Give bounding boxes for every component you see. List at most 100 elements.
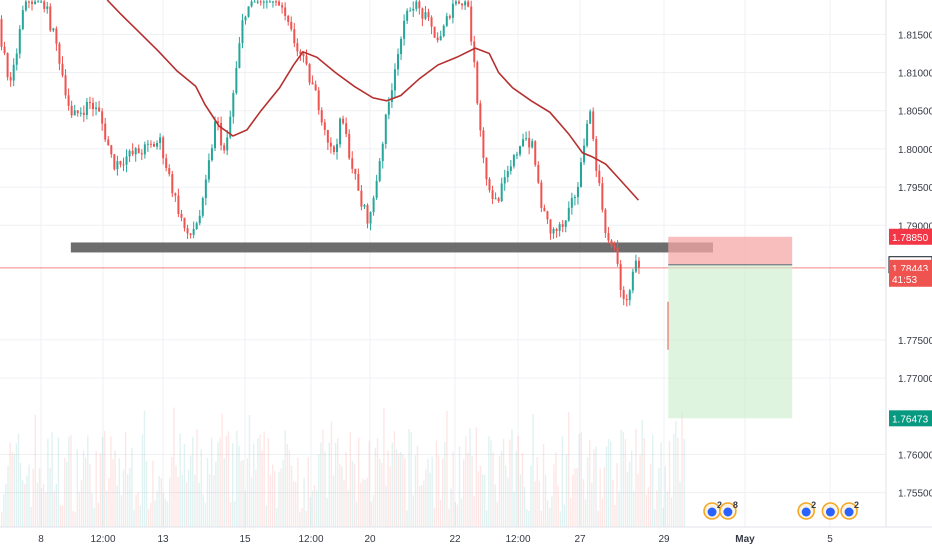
moving-average-line [106, 0, 639, 201]
volume-bar [584, 499, 587, 527]
candle-body [314, 84, 317, 91]
volume-bar [61, 505, 64, 527]
volume-bar [572, 474, 574, 527]
event-markers[interactable]: 2 8 2 2 [703, 500, 859, 520]
candle-body [85, 102, 88, 115]
volume-bar [551, 496, 553, 527]
volume-bar [582, 479, 585, 527]
time-axis-tick-label: 22 [449, 534, 461, 545]
candle-body [281, 5, 284, 8]
volume-bar [40, 487, 43, 527]
volume-bar [647, 487, 650, 527]
volume-bars [1, 407, 685, 527]
volume-bar [353, 463, 356, 527]
volume-bar [162, 492, 165, 527]
volume-bar [383, 407, 385, 527]
candle-body [177, 195, 180, 214]
candle-body [299, 51, 302, 55]
candle-body [58, 43, 61, 64]
candle-body [183, 217, 186, 229]
volume-bar [36, 482, 39, 527]
candle-body [238, 43, 241, 68]
volume-bar [80, 480, 83, 527]
volume-bar [492, 452, 494, 527]
volume-bar [64, 458, 66, 527]
volume-bar [446, 410, 448, 527]
volume-bar [418, 486, 421, 527]
candle-body [531, 141, 534, 148]
volume-bar [374, 447, 377, 527]
volume-bar [143, 410, 146, 527]
price-axis[interactable]: 1.81500 1.81000 1.80500 1.80000 1.79500 1.790… [898, 30, 932, 499]
volume-bar [500, 451, 503, 527]
volume-bar [286, 443, 288, 527]
candle-body [491, 190, 494, 199]
volume-bar [376, 438, 379, 527]
candle-body [290, 21, 293, 30]
volume-bar [192, 436, 194, 527]
candle-body [98, 107, 101, 112]
volume-bar [158, 476, 160, 527]
volume-bar [295, 481, 297, 527]
candle-body [214, 121, 216, 149]
candle-body [461, 3, 464, 6]
event-flag-icon [844, 507, 854, 517]
event-flag-icon [723, 507, 733, 517]
support-zone-rectangle[interactable] [70, 242, 713, 253]
candle-body [351, 158, 354, 169]
candle-body [592, 111, 595, 140]
candle-body [397, 54, 399, 70]
volume-bar [412, 495, 414, 527]
moving-average-series [106, 0, 639, 201]
candle-body [40, 1, 43, 3]
candle-body [323, 122, 326, 130]
volume-bar [68, 436, 70, 527]
volume-bar [133, 509, 135, 527]
volume-bar [635, 428, 637, 527]
volume-bar [156, 491, 158, 527]
candle-body [570, 198, 573, 208]
candle-body [549, 219, 552, 234]
candle-body [275, 1, 277, 3]
volume-bar [643, 438, 645, 527]
volume-bar [57, 437, 60, 527]
volume-bar [404, 458, 406, 527]
volume-bar [670, 497, 673, 527]
price-tag-box [889, 228, 932, 245]
candle-body [616, 247, 619, 264]
volume-bar [43, 483, 45, 527]
volume-bar [622, 431, 624, 527]
candle-body [171, 174, 174, 194]
time-axis-tick-label: 12:00 [298, 534, 323, 545]
candle-body [302, 54, 305, 57]
volume-bar [120, 495, 123, 527]
short-position-stop-zone[interactable] [668, 236, 793, 265]
volume-bar [542, 443, 545, 527]
candle-body [128, 150, 131, 157]
event-count-label: 2 [717, 500, 722, 510]
time-axis[interactable]: 8 12:00 13 15 12:00 20 22 12:00 27 29 May 5 [38, 534, 833, 545]
volume-bar [454, 502, 456, 527]
candle-body [311, 82, 314, 85]
short-position-target-zone[interactable] [668, 264, 793, 419]
volume-bar [469, 428, 471, 527]
price-tag-label: 1.78850 [892, 233, 929, 244]
candle-body [153, 144, 155, 147]
volume-bar [116, 485, 118, 527]
volume-bar [597, 510, 599, 527]
volume-bar [93, 507, 95, 527]
price-axis-tick-label: 1.80000 [898, 145, 932, 156]
candle-body [564, 220, 567, 227]
volume-bar [595, 446, 597, 527]
candle-body [473, 41, 476, 63]
candle-body [271, 1, 274, 3]
candle-body [445, 16, 448, 26]
volume-bar [229, 502, 232, 527]
candle-body [476, 62, 479, 104]
candle-body [320, 110, 323, 123]
drawing-tools[interactable] [0, 236, 886, 419]
volume-bar [271, 464, 274, 527]
volume-bar [442, 458, 444, 527]
